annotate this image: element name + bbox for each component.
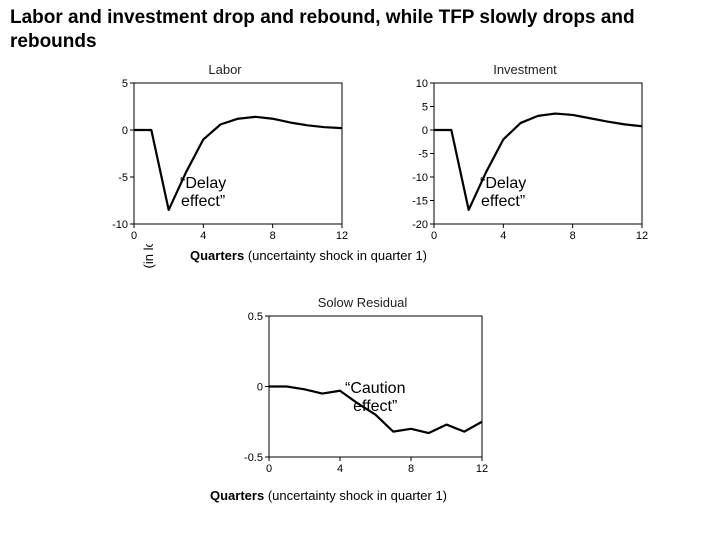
svg-text:12: 12 (336, 230, 348, 242)
svg-text:-0.5: -0.5 (244, 452, 263, 464)
svg-text:0: 0 (131, 230, 137, 242)
svg-text:8: 8 (270, 230, 276, 242)
annotation-delay-investment: “Delayeffect” (480, 175, 526, 210)
svg-text:12: 12 (476, 463, 488, 475)
svg-text:0.5: 0.5 (248, 312, 263, 323)
chart-labor-plot: -10 -5 0 5 0 4 8 12 (100, 79, 350, 244)
svg-text:-10: -10 (412, 172, 428, 184)
svg-text:-5: -5 (418, 149, 428, 161)
chart-investment: Investment -20 -15 -10 -5 0 5 10 0 4 8 12 (400, 62, 650, 244)
svg-text:12: 12 (636, 230, 648, 242)
chart-solow-title: Solow Residual (235, 295, 490, 310)
chart-investment-plot: -20 -15 -10 -5 0 5 10 0 4 8 12 (400, 79, 650, 244)
chart-investment-title: Investment (400, 62, 650, 77)
svg-text:-10: -10 (112, 219, 128, 231)
svg-text:-5: -5 (118, 172, 128, 184)
svg-text:0: 0 (431, 230, 437, 242)
x-axis-caption-rest: (uncertainty shock in quarter 1) (244, 248, 427, 263)
page-title: Labor and investment drop and rebound, w… (10, 6, 710, 54)
svg-text:0: 0 (122, 125, 128, 137)
svg-text:0: 0 (422, 125, 428, 137)
chart-labor: Labor -10 -5 0 5 0 4 8 12 (100, 62, 350, 244)
x-axis-caption-top: Quarters (uncertainty shock in quarter 1… (190, 248, 427, 263)
svg-text:5: 5 (122, 79, 128, 90)
x-axis-caption-bold-2: Quarters (210, 488, 264, 503)
x-axis-caption-bottom: Quarters (uncertainty shock in quarter 1… (210, 488, 447, 503)
svg-text:10: 10 (416, 79, 428, 90)
annotation-caution: “Cautioneffect” (345, 380, 405, 415)
svg-text:4: 4 (337, 463, 343, 475)
annotation-delay-labor: “Delayeffect” (180, 175, 226, 210)
svg-text:0: 0 (257, 382, 263, 394)
svg-text:5: 5 (422, 102, 428, 114)
svg-text:8: 8 (570, 230, 576, 242)
svg-text:-15: -15 (412, 196, 428, 208)
svg-text:0: 0 (266, 463, 272, 475)
svg-text:4: 4 (200, 230, 206, 242)
x-axis-caption-rest-2: (uncertainty shock in quarter 1) (264, 488, 447, 503)
svg-text:4: 4 (500, 230, 506, 242)
x-axis-caption-bold: Quarters (190, 248, 244, 263)
chart-labor-title: Labor (100, 62, 350, 77)
svg-text:8: 8 (408, 463, 414, 475)
svg-text:-20: -20 (412, 219, 428, 231)
